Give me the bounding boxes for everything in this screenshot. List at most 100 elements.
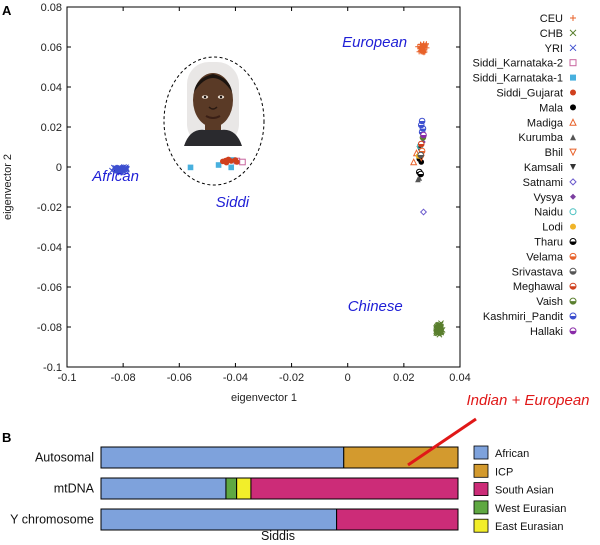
legend-marker (569, 297, 577, 305)
bar-segment-east-eurasian (236, 477, 252, 500)
legend-label: Madiga (527, 117, 564, 129)
x-tick-label: -0.02 (279, 372, 304, 384)
marker-kashmiri-pandit (418, 117, 426, 125)
bar-legend: African ICP South Asian West Eurasian East E… (473, 445, 566, 533)
legend-marker (569, 267, 577, 275)
stacked-bars: Autosomal mtDNA Y chromosome (10, 446, 459, 531)
legend-swatch (473, 500, 489, 515)
y-axis-label: eigenvector 2 (2, 154, 14, 220)
marker-chb (436, 327, 443, 333)
legend-label: Hallaki (530, 326, 563, 338)
x-tick-label: -0.04 (223, 372, 248, 384)
legend-label: Satnami (523, 177, 563, 189)
marker-hallaki (420, 131, 427, 139)
marker-siddi-karnataka-1 (228, 164, 235, 171)
y-tick-label: -0.1 (43, 362, 62, 374)
siddi-portrait-photo (184, 62, 242, 146)
legend-marker (569, 178, 577, 186)
bar-segment-west-eurasian (225, 477, 238, 500)
legend-marker (570, 134, 576, 141)
marker-siddi-karnataka-2 (239, 158, 246, 166)
x-tick-label: -0.1 (58, 372, 77, 384)
legend-label: Naidu (534, 207, 563, 219)
legend-label: YRI (545, 43, 563, 55)
legend-label: Bhil (545, 147, 563, 159)
legend-label: ICP (495, 466, 513, 478)
legend-label: Mala (539, 102, 564, 114)
x-tick-label: -0.08 (111, 372, 136, 384)
legend-swatch (473, 518, 489, 533)
legend-label: East Eurasian (495, 521, 563, 533)
annotation-european: European (342, 34, 407, 51)
legend-label: Kamsali (524, 162, 563, 174)
x-tick-label: 0.02 (393, 372, 414, 384)
row-label: Y chromosome (10, 513, 94, 527)
annotation-african: African (91, 168, 139, 185)
legend-label: Srivastava (512, 266, 564, 278)
bar-segment-african (100, 477, 227, 500)
y-tick-label: 0 (56, 162, 62, 174)
x-axis-label-siddis: Siddis (261, 529, 295, 543)
legend-marker (570, 74, 576, 81)
marker-siddi-gujarat (228, 158, 235, 164)
row-label: mtDNA (54, 482, 95, 496)
marker-chb (434, 322, 441, 329)
legend-marker (570, 15, 576, 21)
marker-madiga (410, 158, 418, 166)
legend-marker (569, 118, 577, 126)
legend-label: Meghawal (513, 281, 563, 293)
legend-label: Kashmiri_Pandit (483, 311, 563, 323)
legend-marker (569, 312, 577, 320)
y-tick-label: 0.02 (41, 122, 62, 134)
marker-satnami (419, 208, 428, 216)
legend-label: Vaish (536, 296, 563, 308)
marker-meghawal (417, 140, 425, 148)
x-tick-label: -0.06 (167, 372, 192, 384)
marker-yri (122, 164, 129, 171)
x-axis-ticks: -0.1 -0.08 -0.06 -0.04 -0.02 0 0.02 0.04 (58, 7, 471, 384)
legend-marker (570, 89, 576, 96)
legend-label: South Asian (495, 485, 554, 497)
legend-marker (570, 223, 576, 230)
legend-marker (569, 59, 577, 67)
marker-ceu (418, 45, 424, 51)
legend-marker (569, 238, 577, 245)
bar-segment-african (100, 508, 338, 531)
marker-kurumba (415, 176, 421, 183)
legend-label: Kurumba (518, 132, 564, 144)
bar-segment-african (100, 446, 345, 469)
marker-yri (121, 166, 128, 173)
scatter-markers (109, 41, 446, 338)
ancestry-bar-chart: Autosomal mtDNA Y chromosome Siddis Indian… (10, 392, 589, 543)
row-label: Autosomal (35, 451, 94, 465)
legend-label: Velama (526, 251, 564, 263)
x-tick-label: 0 (345, 372, 351, 384)
legend-label: African (495, 448, 529, 460)
marker-siddi-karnataka-1 (215, 162, 222, 168)
y-tick-label: 0.04 (41, 82, 62, 94)
legend-label: Siddi_Karnataka-1 (472, 73, 563, 85)
annotation-chinese: Chinese (348, 298, 403, 315)
panel-b-label: B (2, 430, 11, 445)
legend-marker (569, 208, 577, 216)
annotation-pointer-line (407, 417, 477, 467)
y-tick-label: -0.06 (37, 282, 62, 294)
siddi-cluster-ellipse (163, 56, 265, 186)
y-axis-ticks: 0.08 0.06 0.04 0.02 0 -0.02 -0.04 -0.06 -0.08 -0.… (37, 2, 460, 374)
y-tick-label: 0.06 (41, 42, 62, 54)
legend-marker (570, 104, 576, 111)
legend-marker (570, 164, 576, 170)
marker-siddi-gujarat (223, 159, 230, 166)
panel-a-label: A (2, 3, 12, 18)
bar-segment-south-asian (336, 508, 459, 531)
legend-label: Siddi_Gujarat (496, 88, 563, 100)
legend-marker (569, 327, 577, 335)
legend-label: CHB (540, 28, 563, 40)
y-tick-label: -0.04 (37, 242, 62, 254)
bar-segment-south-asian (250, 477, 459, 500)
legend-label: West Eurasian (495, 503, 566, 515)
annotation-indian-european: Indian + European (466, 392, 589, 409)
annotation-siddi: Siddi (216, 194, 250, 211)
legend-marker (569, 148, 577, 157)
